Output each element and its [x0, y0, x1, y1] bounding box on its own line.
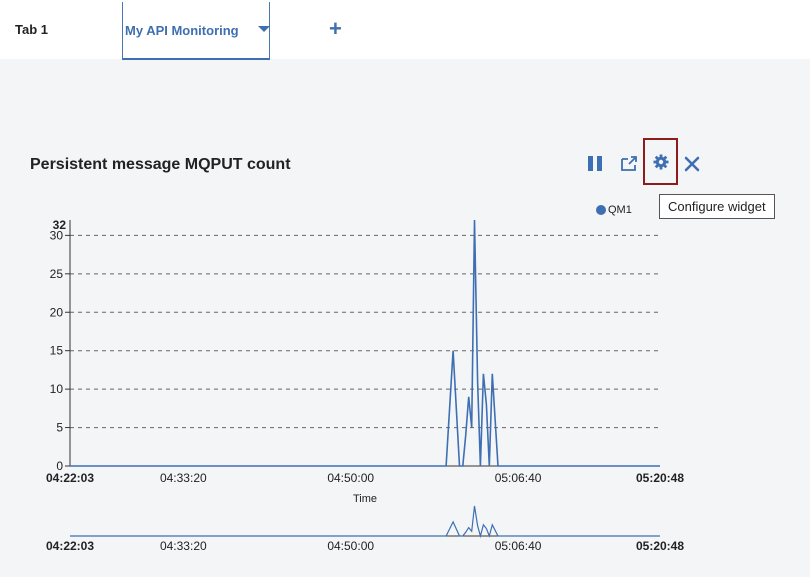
y-tick-label: 10	[50, 382, 64, 396]
configure-widget-tooltip: Configure widget	[659, 194, 775, 219]
x-tick-label: 04:33:20	[160, 471, 207, 485]
y-tick-label: 5	[56, 421, 63, 435]
pause-icon[interactable]	[588, 156, 606, 172]
y-max-label: 32	[53, 218, 67, 232]
widget-title: Persistent message MQPUT count	[30, 156, 291, 173]
x-tick-label: 04:50:00	[327, 471, 374, 485]
x-tick-label-overview: 04:33:20	[160, 539, 207, 553]
y-tick-label: 30	[50, 228, 64, 242]
y-tick-label: 20	[50, 305, 64, 319]
chart-legend: QM1	[596, 204, 632, 216]
tab-my-api-monitoring[interactable]: My API Monitoring	[122, 2, 270, 60]
tab-label: My API Monitoring	[125, 22, 239, 38]
x-tick-label: 04:22:03	[46, 471, 94, 485]
legend-swatch-qm1	[596, 205, 606, 215]
tab-bar: Tab 1 My API Monitoring +	[0, 0, 810, 60]
y-tick-label: 25	[50, 267, 64, 281]
x-tick-label-overview: 04:50:00	[327, 539, 374, 553]
x-tick-label: 05:06:40	[495, 471, 542, 485]
overview-series-line	[70, 505, 660, 539]
popout-icon[interactable]	[619, 154, 639, 174]
y-tick-label: 0	[56, 459, 63, 473]
tab-label: Tab 1	[15, 22, 48, 37]
x-axis-label: Time	[353, 493, 377, 505]
y-tick-label: 15	[50, 344, 64, 358]
x-tick-label-overview: 04:22:03	[46, 539, 94, 553]
x-tick-label: 05:20:48	[636, 471, 684, 485]
tab-1[interactable]: Tab 1	[15, 0, 48, 59]
x-tick-label-overview: 05:20:48	[636, 539, 684, 553]
close-icon[interactable]	[683, 155, 701, 173]
add-tab-button[interactable]: +	[329, 16, 342, 41]
gear-icon	[653, 154, 668, 169]
x-tick-label-overview: 05:06:40	[495, 539, 542, 553]
series-line-qm1	[70, 219, 660, 467]
legend-label: QM1	[608, 204, 632, 216]
chevron-down-icon[interactable]	[258, 26, 270, 32]
configure-widget-button[interactable]	[643, 138, 678, 185]
